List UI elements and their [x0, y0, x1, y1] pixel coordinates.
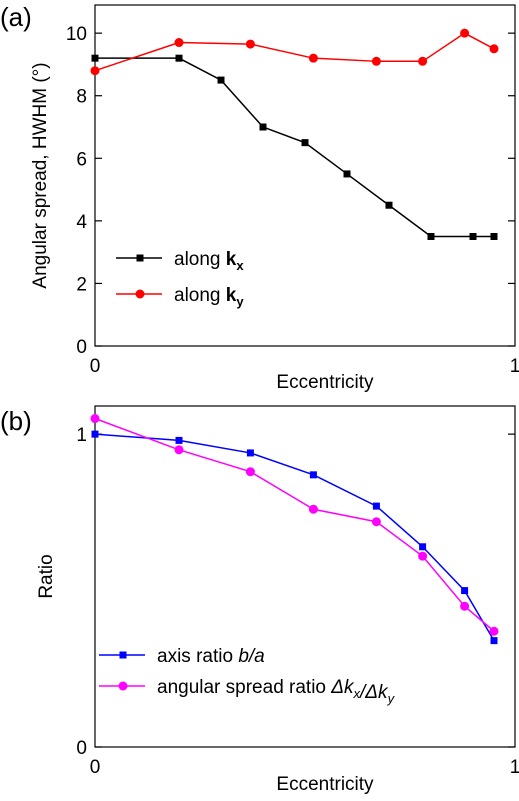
x-axis-label: Eccentricity: [276, 372, 374, 393]
data-point: [90, 414, 100, 424]
panel-label: (a): [0, 2, 32, 32]
legend-label: axis ratio b/a: [157, 646, 265, 667]
data-point: [175, 54, 183, 62]
data-point: [175, 436, 183, 444]
x-axis-label: Eccentricity: [276, 774, 374, 795]
y-tick-label: 4: [76, 212, 87, 233]
panel-label: (b): [0, 406, 32, 436]
y-axis-label: Angular spread, HWHM (°): [30, 62, 51, 288]
data-point: [469, 233, 477, 241]
data-point: [90, 66, 100, 76]
x-tick-label: 1: [510, 757, 519, 778]
data-point: [246, 449, 254, 457]
data-point: [371, 517, 381, 527]
x-tick-label: 0: [90, 356, 101, 377]
data-point: [174, 445, 184, 455]
chart-panel-b: 0 1 0 1 Eccentricity Ratio (b) axis ratio b/a an…: [0, 405, 519, 795]
data-point: [418, 56, 428, 66]
legend-marker: [119, 651, 127, 659]
chart-panel-a: 0 2 4 6 8 10 0 1 Eccentricity Angular spread, HWH…: [0, 2, 519, 393]
plot-frame: [94, 405, 516, 748]
data-point: [489, 626, 499, 636]
legend-marker: [118, 681, 128, 691]
y-tick-label: 8: [76, 87, 87, 108]
legend-label: along kx: [174, 249, 244, 273]
data-point: [308, 53, 318, 63]
data-point: [301, 139, 309, 147]
data-point: [309, 471, 317, 479]
legend-marker: [136, 254, 144, 262]
plot-frame: [94, 4, 516, 347]
data-point: [245, 467, 255, 477]
x-tick-label: 0: [90, 757, 101, 778]
data-point: [418, 551, 428, 561]
data-point: [372, 502, 380, 510]
data-point: [259, 123, 267, 131]
series-line: [95, 57, 494, 238]
data-point: [91, 430, 99, 438]
data-point: [427, 233, 435, 241]
legend-label: along ky: [174, 285, 244, 309]
data-point: [490, 233, 498, 241]
data-point: [460, 601, 470, 611]
data-point: [489, 44, 499, 54]
data-point: [461, 587, 469, 595]
data-point: [174, 38, 184, 48]
data-point: [91, 54, 99, 62]
series-line: [94, 433, 495, 642]
data-point: [371, 56, 381, 66]
legend-marker: [135, 289, 145, 299]
data-point: [385, 201, 393, 209]
series-line: [94, 417, 495, 632]
data-point: [460, 28, 470, 38]
y-tick-label: 10: [66, 24, 87, 45]
data-point: [419, 543, 427, 551]
series-line: [94, 32, 495, 72]
data-point: [245, 39, 255, 49]
legend-label: angular spread ratio Δkx/Δky: [157, 677, 396, 706]
data-point: [217, 76, 225, 84]
data-point: [490, 637, 498, 645]
y-tick-label: 2: [76, 274, 87, 295]
x-tick-label: 1: [510, 356, 519, 377]
y-axis-label: Ratio: [36, 554, 57, 598]
y-tick-label: 6: [76, 149, 87, 170]
data-point: [308, 504, 318, 514]
y-tick-label: 1: [76, 425, 87, 446]
y-tick-label: 0: [76, 337, 87, 358]
y-tick-label: 0: [76, 738, 87, 759]
data-point: [343, 170, 351, 178]
